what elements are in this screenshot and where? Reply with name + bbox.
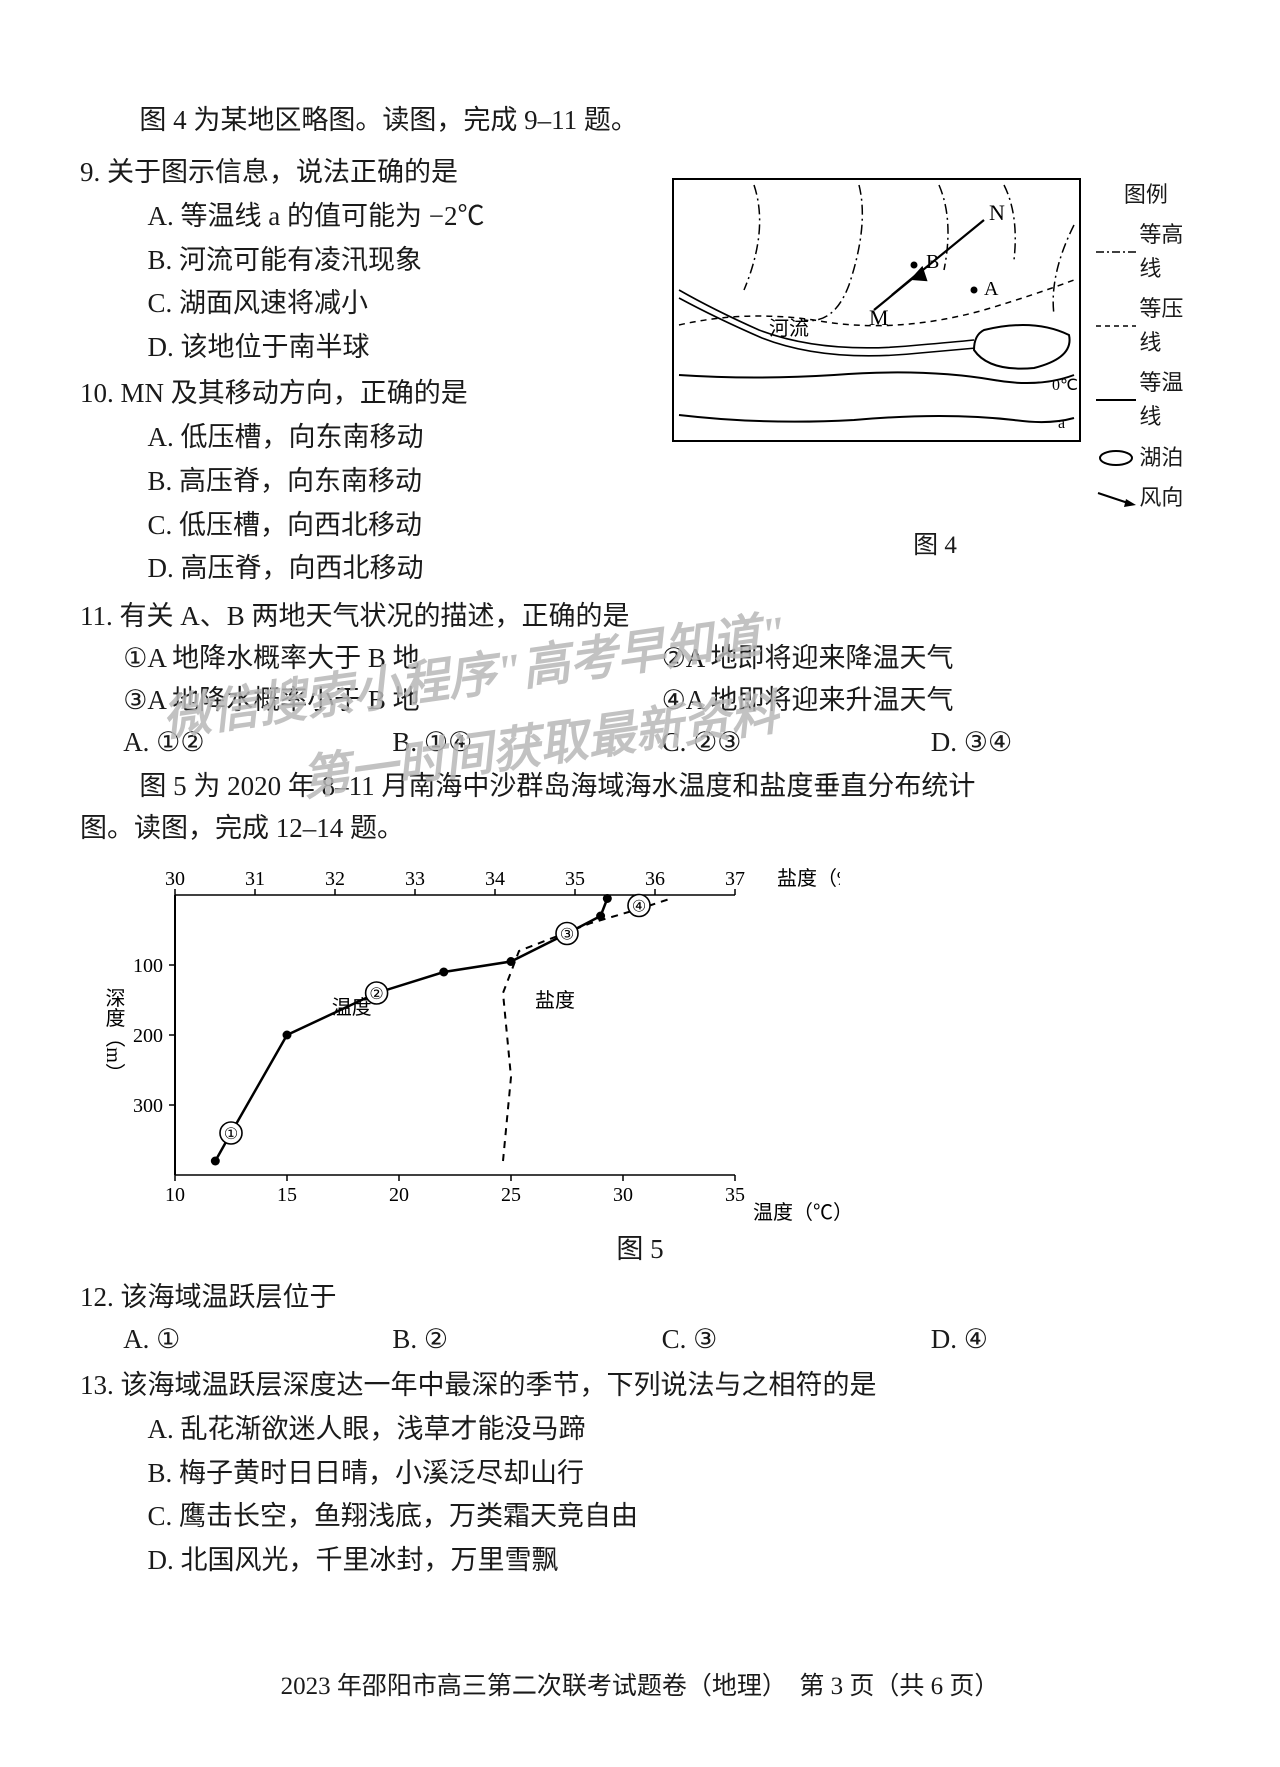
svg-text:30: 30 bbox=[165, 868, 185, 890]
q11-C: C. ②③ bbox=[662, 722, 931, 764]
q11: 11. 有关 A、B 两地天气状况的描述，正确的是 ①A 地降水概率大于 B 地… bbox=[80, 596, 1200, 763]
svg-text:温度（℃）: 温度（℃） bbox=[753, 1201, 840, 1224]
q9-stem: 关于图示信息，说法正确的是 bbox=[107, 157, 458, 187]
q9-options: A. 等温线 a 的值可能为 −2℃ B. 河流可能有凌汛现象 C. 湖面风速将… bbox=[148, 196, 661, 369]
svg-text:37: 37 bbox=[725, 868, 745, 890]
intro-12-14-b: 图。读图，完成 12–14 题。 bbox=[80, 808, 1200, 850]
svg-text:④: ④ bbox=[632, 899, 646, 916]
svg-text:20: 20 bbox=[389, 1184, 409, 1206]
svg-text:盐度（‰）: 盐度（‰） bbox=[777, 867, 840, 890]
svg-text:盐度: 盐度 bbox=[535, 989, 575, 1012]
q13-num: 13. bbox=[80, 1370, 114, 1400]
figure-4-caption: 图 4 bbox=[670, 527, 1200, 566]
q11-D: D. ③④ bbox=[931, 722, 1200, 764]
q12: 12. 该海域温跃层位于 A. ① B. ② C. ③ D. ④ bbox=[80, 1277, 1200, 1361]
q11-B: B. ①④ bbox=[392, 722, 661, 764]
legend-title: 图例 bbox=[1093, 178, 1198, 212]
q12-num: 12. bbox=[80, 1282, 114, 1312]
q11-s3: ③A 地降水概率小于 B 地 bbox=[123, 680, 661, 722]
svg-text:③: ③ bbox=[560, 927, 574, 944]
figure-5-caption: 图 5 bbox=[80, 1229, 1200, 1271]
q11-s1: ①A 地降水概率大于 B 地 bbox=[123, 638, 661, 680]
q10: 10. MN 及其移动方向，正确的是 A. 低压槽，向东南移动 B. 高压脊，向… bbox=[80, 373, 660, 590]
svg-text:M: M bbox=[869, 305, 889, 330]
q10-num: 10. bbox=[80, 378, 114, 408]
q12-stem: 该海域温跃层位于 bbox=[121, 1282, 337, 1312]
q13-B: B. 梅子黄时日日晴，小溪泛尽却山行 bbox=[148, 1453, 1201, 1495]
intro-9-11: 图 4 为某地区略图。读图，完成 9–11 题。 bbox=[80, 100, 1200, 142]
q11-A: A. ①② bbox=[123, 722, 392, 764]
q10-options: A. 低压槽，向东南移动 B. 高压脊，向东南移动 C. 低压槽，向西北移动 D… bbox=[148, 417, 661, 590]
legend-wind: 风向 bbox=[1093, 481, 1198, 515]
figure-5: 30 31 32 33 34 35 36 37 盐度（‰） 10 15 20 25 30 35 温度（℃） 10… bbox=[80, 855, 1200, 1271]
svg-text:300: 300 bbox=[133, 1095, 163, 1117]
q13-D: D. 北国风光，千里冰封，万里雪飘 bbox=[148, 1540, 1201, 1582]
q12-C: C. ③ bbox=[662, 1319, 931, 1361]
q11-options: A. ①② B. ①④ C. ②③ D. ③④ bbox=[123, 722, 1200, 764]
svg-text:100: 100 bbox=[133, 955, 163, 977]
figure-4: N M B A 河流 0℃ a 图例 等高线 bbox=[670, 178, 1200, 566]
q9-B: B. 河流可能有凌汛现象 bbox=[148, 240, 661, 282]
page-footer: 2023 年邵阳市高三第二次联考试题卷（地理） 第 3 页（共 6 页） bbox=[0, 1668, 1280, 1707]
svg-text:温度: 温度 bbox=[332, 996, 372, 1019]
q13-stem: 该海域温跃层深度达一年中最深的季节，下列说法与之相符的是 bbox=[121, 1370, 877, 1400]
q9-num: 9. bbox=[80, 157, 100, 187]
legend-lake: 湖泊 bbox=[1093, 441, 1198, 475]
q10-C: C. 低压槽，向西北移动 bbox=[148, 505, 661, 547]
svg-text:25: 25 bbox=[501, 1184, 521, 1206]
q9-D: D. 该地位于南半球 bbox=[148, 327, 661, 369]
svg-text:10: 10 bbox=[165, 1184, 185, 1206]
q9: 9. 关于图示信息，说法正确的是 A. 等温线 a 的值可能为 −2℃ B. 河… bbox=[80, 152, 660, 369]
legend-isobar: 等压线 bbox=[1093, 292, 1198, 360]
svg-text:a: a bbox=[1058, 415, 1065, 432]
q11-s4: ④A 地即将迎来升温天气 bbox=[662, 680, 1200, 722]
svg-text:深度（m）: 深度（m） bbox=[102, 987, 125, 1083]
svg-text:36: 36 bbox=[645, 868, 665, 890]
q10-A: A. 低压槽，向东南移动 bbox=[148, 417, 661, 459]
figure-4-map: N M B A 河流 0℃ a bbox=[672, 178, 1081, 442]
q9-q10-column: 9. 关于图示信息，说法正确的是 A. 等温线 a 的值可能为 −2℃ B. 河… bbox=[80, 148, 660, 592]
svg-text:33: 33 bbox=[405, 868, 425, 890]
q13-options: A. 乱花渐欲迷人眼，浅草才能没马蹄 B. 梅子黄时日日晴，小溪泛尽却山行 C.… bbox=[148, 1409, 1201, 1582]
q11-stem: 有关 A、B 两地天气状况的描述，正确的是 bbox=[120, 601, 630, 631]
svg-text:15: 15 bbox=[277, 1184, 297, 1206]
legend-contour: 等高线 bbox=[1093, 218, 1198, 286]
fig4-river-label: 河流 bbox=[769, 317, 809, 340]
q12-B: B. ② bbox=[392, 1319, 661, 1361]
svg-text:①: ① bbox=[224, 1126, 238, 1143]
svg-text:0℃: 0℃ bbox=[1052, 377, 1078, 394]
q11-sub-row1: ①A 地降水概率大于 B 地 ②A 地即将迎来降温天气 bbox=[123, 638, 1200, 680]
q10-B: B. 高压脊，向东南移动 bbox=[148, 461, 661, 503]
q11-s2: ②A 地即将迎来降温天气 bbox=[662, 638, 1200, 680]
svg-text:34: 34 bbox=[485, 868, 505, 890]
q10-stem: MN 及其移动方向，正确的是 bbox=[121, 378, 468, 408]
q9-C: C. 湖面风速将减小 bbox=[148, 283, 661, 325]
top-section: 9. 关于图示信息，说法正确的是 A. 等温线 a 的值可能为 −2℃ B. 河… bbox=[80, 148, 1200, 592]
svg-text:②: ② bbox=[369, 986, 383, 1003]
svg-text:200: 200 bbox=[133, 1025, 163, 1047]
figure-5-chart: 30 31 32 33 34 35 36 37 盐度（‰） 10 15 20 25 30 35 温度（℃） 10… bbox=[80, 855, 840, 1225]
intro-12-14-a: 图 5 为 2020 年 8–11 月南海中沙群岛海域海水温度和盐度垂直分布统计 bbox=[80, 766, 1200, 808]
q11-sub-row2: ③A 地降水概率小于 B 地 ④A 地即将迎来升温天气 bbox=[123, 680, 1200, 722]
svg-text:35: 35 bbox=[725, 1184, 745, 1206]
svg-text:32: 32 bbox=[325, 868, 345, 890]
q13-C: C. 鹰击长空，鱼翔浅底，万类霜天竞自由 bbox=[148, 1496, 1201, 1538]
svg-text:35: 35 bbox=[565, 868, 585, 890]
q12-A: A. ① bbox=[123, 1319, 392, 1361]
exam-page: 图 4 为某地区略图。读图，完成 9–11 题。 9. 关于图示信息，说法正确的… bbox=[0, 0, 1280, 1767]
legend-isotherm: 等温线 bbox=[1093, 366, 1198, 434]
q13: 13. 该海域温跃层深度达一年中最深的季节，下列说法与之相符的是 A. 乱花渐欲… bbox=[80, 1365, 1200, 1582]
svg-text:30: 30 bbox=[613, 1184, 633, 1206]
q12-D: D. ④ bbox=[931, 1319, 1200, 1361]
svg-text:31: 31 bbox=[245, 868, 265, 890]
q9-A: A. 等温线 a 的值可能为 −2℃ bbox=[148, 196, 661, 238]
svg-text:B: B bbox=[926, 251, 939, 273]
q13-A: A. 乱花渐欲迷人眼，浅草才能没马蹄 bbox=[148, 1409, 1201, 1451]
svg-text:N: N bbox=[989, 200, 1005, 225]
q11-num: 11. bbox=[80, 601, 113, 631]
q12-options: A. ① B. ② C. ③ D. ④ bbox=[123, 1319, 1200, 1361]
q10-D: D. 高压脊，向西北移动 bbox=[148, 548, 661, 590]
svg-text:A: A bbox=[984, 278, 999, 300]
figure-4-legend: 图例 等高线 等压线 等温线 湖泊 bbox=[1093, 178, 1198, 521]
